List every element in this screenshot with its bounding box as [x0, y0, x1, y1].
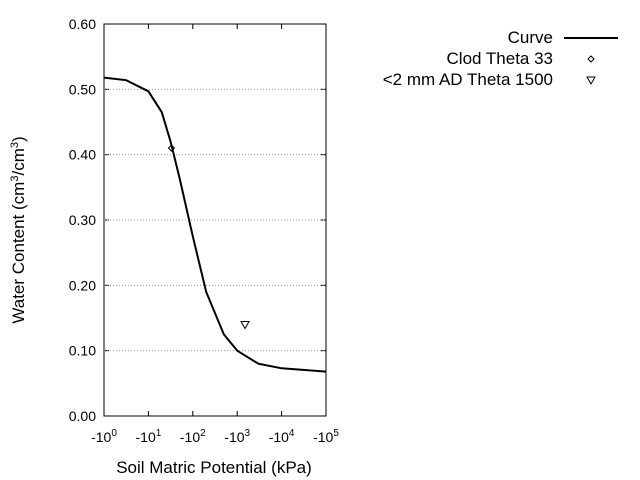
x-tick-label: -101: [136, 428, 162, 445]
y-tick-label: 0.10: [69, 343, 96, 359]
x-tick-base: -10: [313, 429, 333, 445]
curve-line: [103, 76, 327, 373]
legend-label: Curve: [508, 28, 553, 47]
x-tick-label: -103: [224, 428, 250, 445]
y-title-part: ): [9, 136, 28, 142]
y-axis-title: Water Content (cm3/cm3): [9, 136, 28, 323]
legend-label: Clod Theta 33: [447, 49, 553, 68]
x-tick-base: -10: [269, 429, 289, 445]
x-tick-base: -10: [180, 429, 200, 445]
x-tick-exponent: 4: [289, 428, 295, 439]
y-tick-label: 0.00: [69, 408, 96, 424]
x-tick-exponent: 5: [333, 428, 339, 439]
x-tick-label: -105: [313, 428, 339, 445]
y-tick-label: 0.20: [69, 277, 96, 293]
legend-label: <2 mm AD Theta 1500: [383, 70, 553, 89]
x-tick-exponent: 1: [156, 428, 162, 439]
x-tick-exponent: 2: [200, 428, 206, 439]
x-tick-base: -10: [91, 429, 111, 445]
y-tick-label: 0.50: [69, 81, 96, 97]
point-triangle: [240, 321, 250, 330]
x-tick-exponent: 3: [245, 428, 251, 439]
y-title-part: /cm: [9, 148, 28, 175]
x-tick-label: -100: [91, 428, 117, 445]
point-triangle: [586, 76, 596, 86]
x-tick-label: -104: [269, 428, 295, 445]
x-tick-label: -102: [180, 428, 206, 445]
x-tick-base: -10: [136, 429, 156, 445]
y-tick-label: 0.60: [69, 16, 96, 32]
y-title-sup: 3: [9, 176, 21, 182]
y-title-sup: 3: [9, 142, 21, 148]
x-tick-base: -10: [224, 429, 244, 445]
point-diamond: [587, 55, 595, 63]
x-tick-exponent: 0: [111, 428, 117, 439]
y-tick-label: 0.30: [69, 212, 96, 228]
point-diamond: [167, 144, 176, 152]
y-title-part: Water Content (cm: [9, 182, 28, 324]
y-tick-label: 0.40: [69, 147, 96, 163]
x-axis-title: Soil Matric Potential (kPa): [116, 458, 312, 477]
